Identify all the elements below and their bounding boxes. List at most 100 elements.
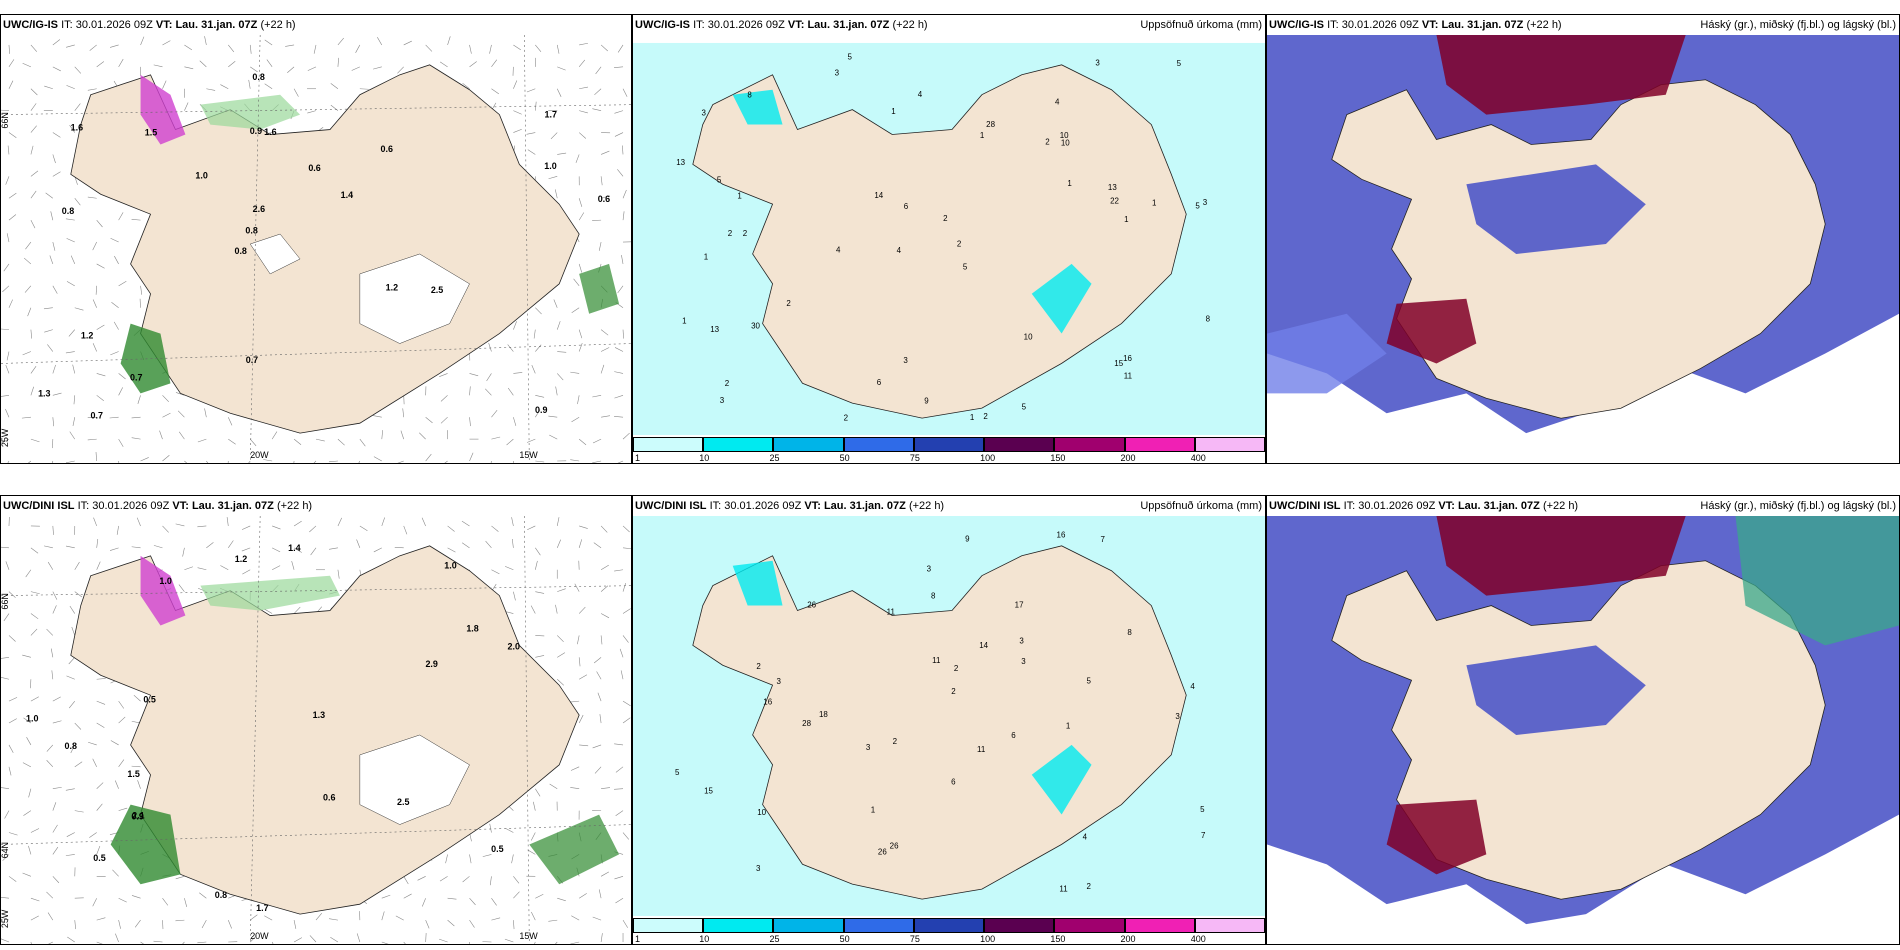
wind-barb [513,110,522,115]
wind-values: 0.9 0.8 1.7 0.8 0.6 0.7 0.9 0.6 1.2 1.0 1.3 0.7 1.6 1… [38,72,610,421]
wind-barb [329,918,338,921]
panel-header: UWC/DINI ISL IT: 30.01.2026 09Z VT: Lau.… [1267,496,1899,516]
wind-barb [182,941,185,944]
precip-value-label: 2 [728,229,733,238]
precip-value-label: 6 [951,777,956,786]
wind-barb [109,44,119,48]
wind-barb [600,364,605,374]
wind-panel-row2: UWC/DINI ISL IT: 30.01.2026 09Z VT: Lau.… [0,495,632,945]
wind-barb [578,198,583,207]
wind-barb [5,561,10,570]
precip-value-label: 7 [1101,535,1106,544]
wind-barb [593,657,602,664]
precip-map[interactable]: 5 4 5 4 5 2 3 2 1 1 2 3 3 4 1 2 3 3 1 2 1 2 3 1 1 5 6 22 16 13 15 28 30 1… [633,35,1265,435]
wind-barb [30,125,37,133]
wind-barb [513,460,514,463]
precip-map[interactable]: 2 3 3 5 14 11 7 26 2 3 4 3 1 3 2 2 4 5 6 3 8 11 17 16 10 15 26 28 26… [633,516,1265,916]
wind-barb [554,189,558,199]
wind-barb [381,430,383,440]
wind-barb [1,787,10,790]
wind-barb [570,766,580,771]
lon-label: 25W [1,428,10,447]
colorbar-segment [773,918,844,933]
precip-value-label: 8 [1127,628,1132,637]
wind-barb [131,765,141,768]
wind-value-label: 1.5 [127,769,139,779]
wind-barb [140,285,143,295]
wind-barb [445,854,448,864]
precip-value-label: 2 [957,240,962,249]
precip-value-label: 3 [776,677,781,686]
precip-value-label: 16 [763,698,772,707]
wind-value-label: 1.3 [313,710,325,720]
wind-value-label: 1.5 [145,127,157,137]
wind-barb [535,560,538,570]
wind-barb [485,540,492,549]
wind-barb [439,938,448,943]
wind-barb [25,241,32,250]
wind-barb [92,898,97,907]
wind-barb [197,525,207,528]
wind-barb [96,61,105,68]
wind-barb [4,810,10,819]
wind-barb [178,431,185,440]
wind-barb [557,652,566,658]
precip-colorbar: 1 10 25 50 75 100 150 200 400 [633,435,1265,463]
wind-barb [74,761,83,768]
precip-value-label: 18 [819,710,828,719]
precip-value-label: 3 [701,108,706,117]
wind-map-svg: 66N 64N 20W 15W 25W 0.5 1.0 1.0 1.8 0.6 0.5 1.… [1,516,631,944]
wind-barb [1,109,9,111]
wind-barb [6,233,10,243]
wind-barb [65,218,75,221]
lead-time: (+22 h) [260,19,296,31]
wind-barb [92,343,97,352]
wind-barb [264,83,273,89]
wind-barb [579,110,588,114]
wind-barb [513,876,520,884]
wind-barb [153,545,163,549]
wind-value-label: 2.5 [431,285,443,295]
wind-barb [579,744,589,747]
wind-barb [96,700,106,705]
wind-barb [8,591,16,598]
graticule-66n [1,585,631,596]
cloud-map[interactable] [1267,516,1899,944]
wind-barb [5,408,10,418]
wind-map[interactable]: 66N 20W 15W 25W 0.9 0.8 1.7 0.8 0.6 0.7 0.9 0.6… [1,35,631,463]
wind-barb [30,897,40,902]
wind-barb [439,373,448,377]
wind-barb [359,525,368,531]
wind-barb [118,460,120,463]
wind-value-label: 1.2 [235,554,247,564]
wind-barb [614,110,624,114]
wind-barb [118,280,127,287]
wind-barb [526,438,536,443]
wind-barb [599,714,602,724]
wind-barb [598,889,602,899]
wind-barb [622,582,627,592]
wind-barb [511,854,514,864]
colorbar-tick: 400 [1190,934,1206,944]
cloud-map[interactable] [1267,35,1899,463]
colorbar-segment [843,437,914,452]
precip-value-label: 1 [737,192,742,201]
init-time: 30.01.2026 09Z [1341,19,1419,31]
wind-barb [52,392,62,396]
wind-barb [337,569,340,579]
precip-value-label: 5 [963,262,968,271]
wind-barb [330,936,339,943]
wind-barb [381,517,385,527]
wind-barb [197,567,207,571]
wind-value-label: 1.3 [38,388,50,398]
wind-map[interactable]: 66N 64N 20W 15W 25W 0.5 1.0 1.0 1.8 0.6 0.5 1.… [1,516,631,944]
precip-value-label: 3 [720,396,725,405]
wind-barb [52,696,61,702]
snow-westfjords [140,74,186,145]
wind-barb [617,460,624,463]
precip-value-label: 6 [877,378,882,387]
wind-value-label: 0.7 [91,411,103,421]
wind-value-label: 0.5 [143,695,155,705]
precip-value-label: 8 [931,591,936,600]
